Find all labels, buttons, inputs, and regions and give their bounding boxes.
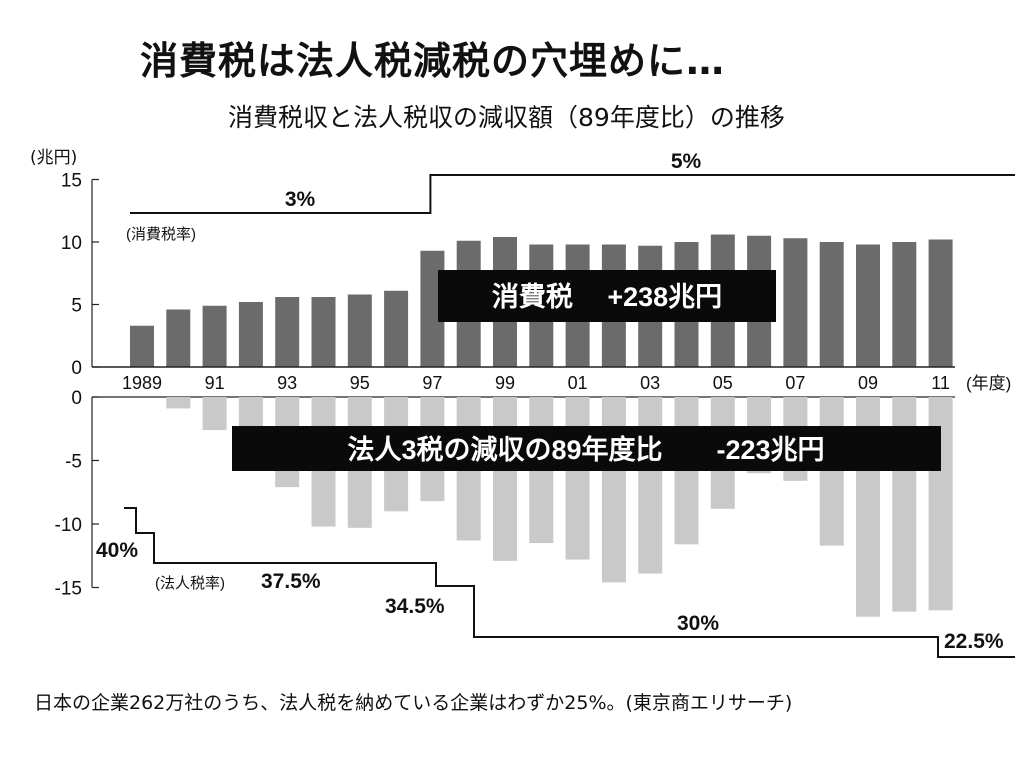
consumption-tax-bar bbox=[347, 294, 372, 367]
x-tick-label: 1989 bbox=[122, 373, 162, 393]
x-axis-label: (年度) bbox=[966, 374, 1011, 393]
top-y-tick-label: 5 bbox=[71, 296, 82, 317]
x-tick-label: 91 bbox=[205, 373, 225, 393]
consumption-tax-bar bbox=[783, 238, 808, 367]
x-tick-label: 07 bbox=[785, 373, 805, 393]
x-tick-label: 99 bbox=[495, 373, 515, 393]
corporate-tax-rate-label: 30% bbox=[677, 612, 719, 635]
bottom-y-tick-label: -15 bbox=[55, 579, 82, 600]
consumption-tax-rate-label: 5% bbox=[671, 150, 702, 173]
y-axis-unit-label: (兆円) bbox=[30, 148, 78, 168]
page-title: 消費税は法人税減税の穴埋めに… bbox=[140, 39, 726, 83]
corporate-tax-rate-label: 40% bbox=[96, 539, 138, 562]
bottom-y-tick-label: 0 bbox=[71, 388, 82, 409]
top-y-tick-label: 15 bbox=[61, 171, 82, 192]
consumption-tax-bar bbox=[892, 242, 917, 367]
consumption-tax-bar bbox=[311, 297, 336, 367]
corporate-tax-banner-text: 法人3税の減収の89年度比 -223兆円 bbox=[347, 434, 824, 465]
corporate-tax-decline-bar bbox=[166, 397, 191, 409]
consumption-tax-bar bbox=[384, 290, 409, 367]
x-tick-label: 01 bbox=[568, 373, 588, 393]
corporate-tax-banner bbox=[232, 426, 941, 471]
x-tick-label: 11 bbox=[931, 373, 950, 393]
corporate-tax-rate-line bbox=[124, 507, 1015, 658]
consumption-tax-bar bbox=[819, 242, 844, 367]
consumption-tax-bar bbox=[928, 239, 953, 367]
consumption-tax-bar bbox=[238, 302, 263, 367]
corporate-tax-decline-bar bbox=[493, 397, 517, 561]
consumption-tax-bar bbox=[202, 305, 227, 367]
x-tick-label: 95 bbox=[350, 373, 370, 393]
corporate-tax-rate-label: 22.5% bbox=[944, 630, 1004, 653]
corporate-tax-rate-label: 37.5% bbox=[261, 570, 321, 593]
consumption-tax-rate-caption: (消費税率) bbox=[126, 226, 196, 243]
corporate-tax-decline-bar bbox=[601, 397, 626, 583]
consumption-tax-bar bbox=[130, 325, 154, 367]
x-tick-label: 97 bbox=[422, 373, 442, 393]
x-tick-label: 03 bbox=[640, 373, 660, 393]
x-tick-label: 05 bbox=[713, 373, 733, 393]
corporate-tax-decline-bar bbox=[819, 397, 844, 546]
chart-subtitle: 消費税収と法人税収の減収額（89年度比）の推移 bbox=[228, 103, 785, 132]
consumption-tax-banner-text: 消費税 +238兆円 bbox=[492, 282, 722, 312]
consumption-tax-bar bbox=[856, 244, 880, 367]
consumption-tax-rate-line bbox=[130, 174, 1015, 214]
consumption-tax-bar bbox=[275, 297, 300, 367]
x-tick-label: 09 bbox=[858, 373, 878, 393]
bottom-y-tick-label: -10 bbox=[55, 515, 82, 536]
footer-note: 日本の企業262万社のうち、法人税を納めている企業はわずか25%。(東京商エリサ… bbox=[34, 692, 793, 714]
corporate-tax-decline-bar bbox=[202, 397, 227, 431]
consumption-tax-bar bbox=[166, 309, 191, 367]
consumption-tax-rate-label: 3% bbox=[285, 188, 316, 211]
top-y-tick-label: 10 bbox=[61, 233, 82, 254]
corporate-tax-decline-bar bbox=[638, 397, 663, 574]
x-tick-label: 93 bbox=[277, 373, 297, 393]
bottom-y-tick-label: -5 bbox=[65, 452, 82, 473]
corporate-tax-rate-label: 34.5% bbox=[385, 595, 445, 618]
corporate-tax-decline-bar bbox=[565, 397, 590, 560]
top-y-tick-label: 0 bbox=[71, 358, 82, 379]
corporate-tax-rate-caption: (法人税率) bbox=[155, 575, 225, 592]
consumption-tax-banner bbox=[438, 270, 776, 322]
